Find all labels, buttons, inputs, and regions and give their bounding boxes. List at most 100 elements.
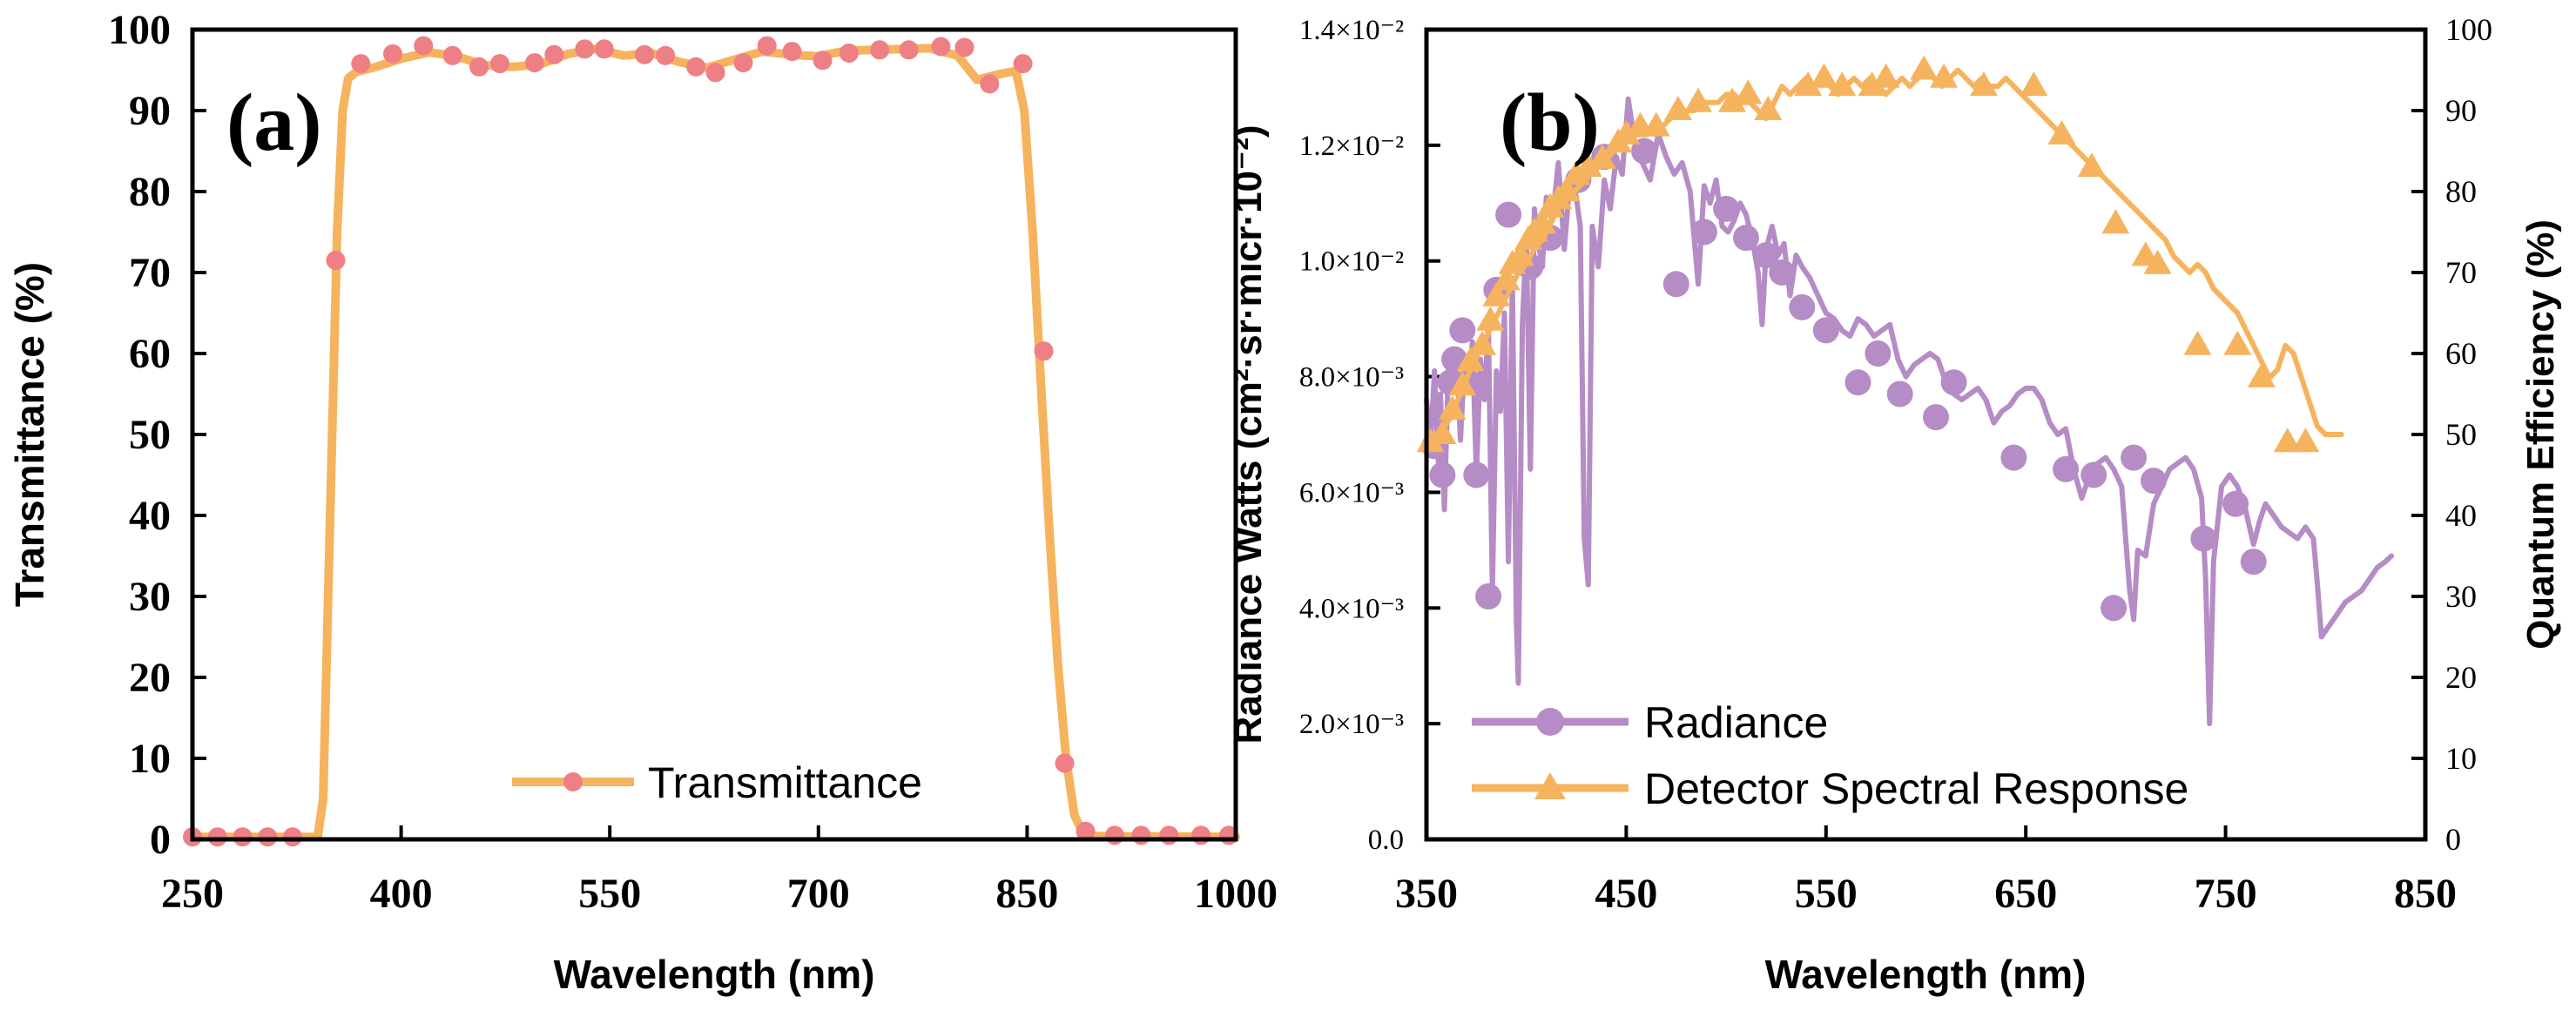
radiance-point <box>2141 468 2167 495</box>
transmittance-point <box>414 36 434 56</box>
radiance-point <box>1769 259 1796 286</box>
transmittance-point <box>1076 821 1096 841</box>
detector-response-point <box>1642 111 1670 137</box>
detector-response-point <box>2223 330 2252 355</box>
transmittance-point <box>594 39 614 59</box>
legend-detector-marker <box>1534 772 1566 799</box>
transmittance-point <box>544 44 564 64</box>
radiance-point <box>1789 293 1816 320</box>
panel-b-x-tick-label: 450 <box>1595 871 1657 917</box>
transmittance-point <box>686 57 706 77</box>
radiance-point <box>2240 549 2267 576</box>
panel-a-transmittance-series <box>183 36 1240 847</box>
radiance-point <box>1429 461 1456 488</box>
panel-b-left-y-tick-label: 4.0×10⁻³ <box>1299 593 1404 624</box>
detector-response-point <box>2273 428 2302 453</box>
panel-b-left-y-tick-label: 2.0×10⁻³ <box>1299 709 1404 740</box>
detector-response-point <box>1574 152 1602 178</box>
panel-b-right-y-tick-label: 50 <box>2445 417 2477 452</box>
detector-response-point <box>1970 71 1998 97</box>
detector-response-point <box>1910 55 1939 80</box>
panel-b-right-y-axis-label: Quantum Efficiency (%) <box>2519 219 2562 650</box>
detector-response-point <box>2020 71 2048 97</box>
detector-response-point <box>2183 330 2212 355</box>
panel-a-tick-marks <box>191 28 1237 841</box>
detector-response-point <box>1552 177 1581 201</box>
radiance-point <box>1844 369 1871 396</box>
radiance-point <box>1690 219 1717 246</box>
radiance-point <box>1812 317 1839 344</box>
radiance-point <box>1495 201 1522 228</box>
transmittance-point <box>839 44 859 63</box>
panel-a-x-tick-label: 1000 <box>1194 871 1278 917</box>
detector-response-point <box>2247 362 2276 387</box>
detector-response-point <box>1476 306 1505 331</box>
panel-b-right-y-tick-label: 100 <box>2445 12 2492 47</box>
panel-b-right-y-tick-label: 80 <box>2445 174 2477 209</box>
transmittance-point <box>870 40 890 60</box>
detector-response-point <box>1930 63 1959 88</box>
transmittance-point <box>469 57 489 77</box>
radiance-point <box>1463 461 1490 488</box>
detector-response-point <box>1684 87 1712 112</box>
panel-a-y-tick-label: 70 <box>129 250 171 296</box>
panel-a-y-tick-label: 90 <box>129 88 171 134</box>
transmittance-point <box>1191 825 1211 845</box>
panel-b-left-y-tick-label: 1.2×10⁻² <box>1299 131 1404 162</box>
panel-b-x-axis-label: Wavelength (nm) <box>1765 952 2087 997</box>
panel-a-y-tick-label: 50 <box>129 412 171 458</box>
panel-b-detector-response-series <box>1416 55 2344 453</box>
panel-b-right-y-tick-label: 40 <box>2445 498 2477 533</box>
transmittance-point <box>283 827 302 847</box>
panel-b-left-y-tick-label: 6.0×10⁻³ <box>1299 477 1404 508</box>
radiance-point <box>2222 490 2249 517</box>
panel-b-left-y-tick-label: 0.0 <box>1368 825 1404 856</box>
radiance-point <box>1733 225 1759 252</box>
transmittance-point <box>656 45 676 65</box>
transmittance-point <box>757 36 777 56</box>
panel-b-radiance-qe-chart: 350 450 550 650 750 850 0.0 2.0×10⁻³ 4.0×10⁻³ 6.… <box>1227 12 2562 997</box>
detector-response-point <box>1506 241 1534 266</box>
panel-b-right-y-tick-label: 90 <box>2445 93 2477 128</box>
panel-b-legend: Radiance Detector Spectral Response <box>1472 698 2188 813</box>
radiance-line <box>1424 96 2394 727</box>
panel-a-x-tick-label: 700 <box>787 871 850 917</box>
panel-a-y-tick-label: 0 <box>150 817 171 863</box>
transmittance-point <box>899 40 919 60</box>
detector-response-point <box>2077 152 2106 178</box>
panel-a-y-tick-labels: 0 10 20 30 40 50 60 70 80 90 100 <box>108 7 171 863</box>
transmittance-point <box>1013 54 1033 74</box>
panel-a-x-tick-label: 850 <box>995 871 1058 917</box>
detector-response-point <box>1794 71 1823 97</box>
detector-response-point <box>1718 87 1746 112</box>
panel-b-right-y-tick-label: 20 <box>2445 660 2477 695</box>
detector-response-point <box>1528 209 1557 234</box>
detector-response-point <box>1664 96 1692 120</box>
transmittance-point <box>490 54 509 74</box>
panel-b-x-tick-label: 650 <box>1994 871 2057 917</box>
transmittance-point <box>705 63 725 83</box>
legend-radiance-marker <box>1536 708 1564 736</box>
transmittance-point <box>1131 825 1151 845</box>
panel-a-legend: Transmittance <box>512 758 922 807</box>
detector-response-point <box>1438 395 1467 421</box>
transmittance-point <box>351 54 371 74</box>
detector-response-point <box>1416 428 1445 453</box>
transmittance-point <box>326 251 346 271</box>
transmittance-point <box>575 39 595 59</box>
detector-response-point <box>2143 249 2172 274</box>
transmittance-point <box>980 74 1000 94</box>
radiance-point <box>2190 525 2217 552</box>
radiance-point <box>1940 369 1967 396</box>
transmittance-point <box>1034 341 1054 361</box>
detector-response-point <box>1428 420 1457 444</box>
legend-radiance-label: Radiance <box>1644 698 1828 747</box>
panel-b-right-y-tick-label: 10 <box>2445 741 2477 776</box>
panel-a-y-tick-label: 40 <box>129 493 171 539</box>
transmittance-point <box>258 827 278 847</box>
radiance-point <box>1923 404 1949 431</box>
transmittance-point <box>1055 753 1075 773</box>
radiance-point <box>1713 195 1740 222</box>
detector-response-point <box>1612 119 1641 145</box>
